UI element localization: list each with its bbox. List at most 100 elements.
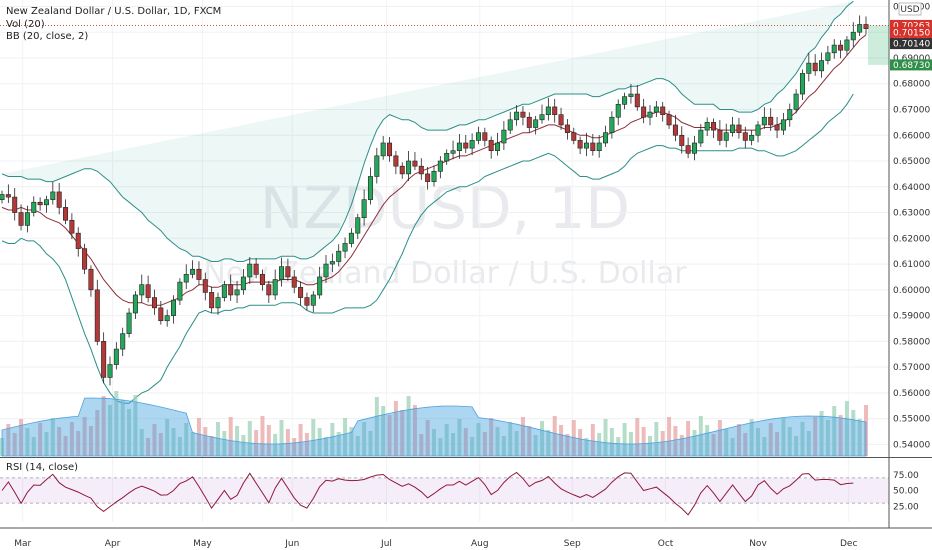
candle-bear [488, 140, 494, 152]
candle-bear [520, 111, 526, 118]
candle-bull [164, 315, 170, 322]
volume-bar [139, 429, 144, 456]
volume-bar [146, 438, 151, 456]
rsi-legend[interactable]: RSI (14, close) [6, 462, 79, 473]
volume-bar [330, 423, 335, 456]
volume-bar [470, 437, 475, 456]
volume-bar [165, 419, 170, 456]
candle-bull [329, 261, 335, 265]
volume-bar [730, 438, 735, 456]
volume-legend[interactable]: Vol (20) [6, 19, 45, 30]
volume-bar [393, 401, 398, 456]
candle-bull [698, 129, 704, 144]
rsi-line [1, 471, 854, 516]
volume-bar [362, 422, 367, 456]
volume-bar [533, 435, 538, 456]
candle-bull [615, 104, 621, 118]
candle-bear [94, 289, 100, 342]
candle-bull [0, 194, 5, 200]
volume-bar [457, 419, 462, 456]
candle-bear [291, 276, 297, 288]
candle-bull [799, 73, 805, 95]
volume-bar [412, 405, 417, 456]
candle-bull [691, 142, 697, 154]
candle-bear [196, 268, 202, 280]
volume-bar [527, 426, 532, 456]
volume-bar [6, 424, 11, 456]
candle-bear [12, 196, 18, 213]
chart-title[interactable]: New Zealand Dollar / U.S. Dollar, 1D, FX… [6, 6, 222, 17]
candle-bear [666, 114, 672, 126]
candle-bear [393, 155, 399, 167]
y-tick-label: 0.69000 [893, 54, 930, 64]
volume-bar [279, 420, 284, 456]
candle-bear [158, 307, 164, 322]
rsi-tick-label: 50.00 [893, 487, 919, 497]
volume-bar [355, 436, 360, 456]
volume-bar [266, 425, 271, 456]
volume-bar [400, 410, 405, 456]
x-tick-label: Nov [749, 539, 767, 549]
volume-bar [476, 423, 481, 456]
y-tick-label: 0.58000 [893, 337, 930, 347]
volume-bar [311, 419, 316, 456]
volume-bar [381, 406, 386, 456]
candle-bull [609, 116, 615, 133]
candle-bull [501, 129, 507, 144]
candle-bull [787, 109, 793, 121]
bb-upper-line [1, 0, 854, 262]
projection-box [868, 25, 889, 65]
candle-bull [374, 155, 380, 177]
x-tick-label: May [193, 539, 212, 549]
bb-legend[interactable]: BB (20, close, 2) [6, 31, 89, 42]
candle-bull [50, 191, 56, 200]
volume-bar [216, 422, 220, 456]
candle-bear [5, 194, 11, 198]
candle-bull [132, 294, 138, 314]
volume-bar [540, 421, 544, 456]
volume-bar [127, 409, 132, 456]
volume-bar [241, 435, 246, 456]
x-tick-label: Aug [471, 539, 489, 549]
candle-bear [863, 24, 869, 29]
candle-bear [711, 122, 717, 131]
candle-bull [647, 111, 653, 118]
candle-bear [660, 106, 666, 115]
volume-bar [368, 431, 373, 456]
green-price-tag: 0.68730 [893, 61, 930, 71]
volume-bar [260, 416, 265, 456]
red-price-tag-bg [890, 26, 932, 38]
volume-bar [679, 435, 684, 456]
x-tick-label: Apr [105, 539, 121, 549]
y-tick-label: 0.64000 [893, 183, 930, 193]
x-tick-label: Mar [14, 539, 31, 549]
candle-bull [221, 284, 227, 298]
volume-bar [590, 424, 595, 456]
volume-bars [0, 391, 868, 457]
volume-bar [698, 416, 703, 456]
candle-bear [679, 134, 685, 146]
candle-bear [717, 129, 723, 141]
candle-bull [183, 274, 189, 283]
volume-bar [489, 418, 494, 456]
y-tick-label: 0.66000 [893, 131, 930, 141]
candle-bull [806, 62, 812, 74]
dark-price-tag-bg [890, 38, 932, 50]
candle-bear [82, 248, 88, 270]
volume-bar [711, 434, 716, 456]
last-price-tag-bg [890, 19, 932, 31]
volume-bar [171, 428, 176, 456]
candle-bear [399, 165, 405, 175]
candle-bull [825, 52, 831, 61]
volume-bar [717, 420, 722, 456]
candle-bull [755, 124, 761, 136]
volume-bar [622, 423, 627, 456]
candle-bear [88, 268, 94, 291]
candle-bull [857, 24, 863, 33]
candle-bear [634, 93, 640, 108]
volume-bar [304, 433, 309, 456]
volume-bar [196, 418, 201, 456]
volume-bar [781, 418, 786, 456]
volume-bar [654, 422, 659, 456]
